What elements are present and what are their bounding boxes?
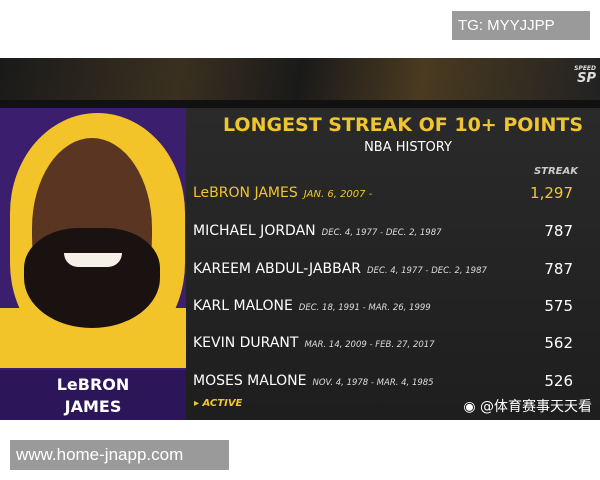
streak-dates: DEC. 4, 1977 - DEC. 2, 1987 bbox=[367, 266, 487, 276]
streak-dates: DEC. 18, 1991 - MAR. 26, 1999 bbox=[298, 303, 431, 313]
streak-dates: MAR. 14, 2009 - FEB. 27, 2017 bbox=[304, 340, 435, 350]
graphic-subtitle: NBA HISTORY bbox=[364, 140, 452, 155]
graphic-title: LONGEST STREAK OF 10+ POINTS bbox=[222, 114, 584, 136]
player-name: MOSES MALONE bbox=[193, 373, 307, 389]
streak-dates: NOV. 4, 1978 - MAR. 4, 1985 bbox=[312, 378, 434, 388]
broadcast-graphic: SPEED SP LeBRON JAMES LONGEST STREAK OF 1… bbox=[0, 58, 600, 420]
table-row: MICHAEL JORDAN DEC. 4, 1977 - DEC. 2, 198… bbox=[193, 220, 593, 242]
streak-value: 575 bbox=[544, 297, 573, 315]
streak-dates: DEC. 4, 1977 - DEC. 2, 1987 bbox=[321, 228, 442, 238]
streak-value: 787 bbox=[544, 222, 573, 240]
streak-value: 526 bbox=[544, 372, 573, 390]
top-banner: SPEED SP bbox=[0, 58, 600, 100]
table-row: LeBRON JAMES JAN. 6, 2007 - 1,297 bbox=[193, 182, 593, 204]
player-first-name: LeBRON bbox=[56, 375, 130, 394]
player-nameplate: LeBRON JAMES bbox=[0, 370, 186, 420]
stats-panel: LONGEST STREAK OF 10+ POINTS NBA HISTORY… bbox=[186, 108, 600, 420]
weibo-watermark: ◉ @体育赛事天天看 bbox=[463, 399, 592, 415]
network-logo: SPEED SP bbox=[574, 65, 596, 86]
player-panel: LeBRON JAMES bbox=[0, 108, 186, 420]
active-legend: ▸ ACTIVE bbox=[194, 398, 243, 409]
player-name: LeBRON JAMES bbox=[193, 185, 298, 201]
watermark-top: TG: MYYJJPP bbox=[452, 11, 590, 40]
player-name: KAREEM ABDUL-JABBAR bbox=[193, 261, 362, 277]
player-name: MICHAEL JORDAN bbox=[193, 223, 316, 239]
column-header-streak: STREAK bbox=[533, 166, 578, 177]
streak-value: 787 bbox=[544, 260, 573, 278]
table-row: KARL MALONE DEC. 18, 1991 - MAR. 26, 1999… bbox=[193, 295, 593, 317]
streak-dates: JAN. 6, 2007 - bbox=[303, 189, 373, 200]
player-name: KEVIN DURANT bbox=[193, 335, 299, 351]
table-row: MOSES MALONE NOV. 4, 1978 - MAR. 4, 1985 5… bbox=[193, 370, 593, 392]
watermark-bottom: www.home-jnapp.com bbox=[10, 440, 229, 470]
table-row: KAREEM ABDUL-JABBAR DEC. 4, 1977 - DEC. 2… bbox=[193, 258, 593, 280]
player-last-name: JAMES bbox=[64, 397, 122, 416]
player-name: KARL MALONE bbox=[193, 298, 293, 314]
player-photo bbox=[12, 138, 172, 378]
streak-value: 1,297 bbox=[530, 184, 573, 202]
table-row: KEVIN DURANT MAR. 14, 2009 - FEB. 27, 201… bbox=[193, 332, 593, 354]
streak-value: 562 bbox=[544, 334, 573, 352]
